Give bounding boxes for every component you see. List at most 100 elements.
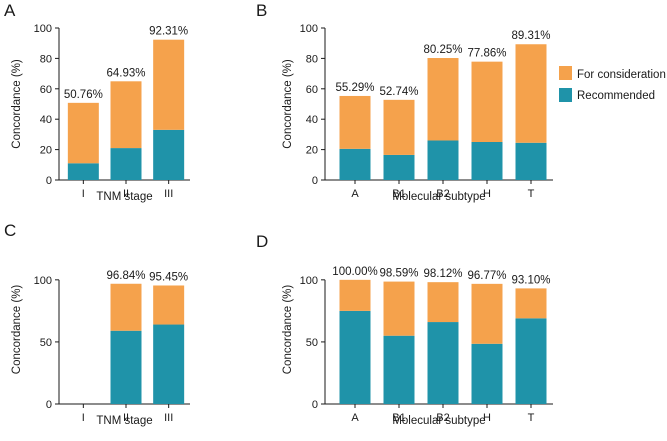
data-label-d: 93.10% <box>511 274 550 286</box>
x-tick-label-b: T <box>528 188 535 200</box>
chart-b: 0 20 40 60 80 100 A 55.29% B1 52.74% B2 80.25% H 77.8… <box>282 23 553 203</box>
bar-recommended-a <box>67 163 99 180</box>
x-tick-label-d: A <box>351 412 359 424</box>
legend-swatch-recommended <box>559 88 572 102</box>
bar-consideration-b <box>515 44 547 143</box>
y-tick-label-a: 60 <box>40 84 52 96</box>
bar-recommended-b <box>339 148 371 180</box>
bar-recommended-b <box>515 142 547 180</box>
bar-consideration-c <box>153 285 185 325</box>
bar-consideration-a <box>153 39 185 130</box>
y-tick-label-a: 20 <box>40 145 52 157</box>
panel-letter-c: C <box>4 221 16 240</box>
y-tick-label-a: 0 <box>46 175 52 187</box>
bar-recommended-d <box>383 335 415 404</box>
data-label-a: 50.76% <box>64 89 103 101</box>
y-axis-title-d: Concordance (%) <box>282 285 294 375</box>
y-tick-label-d: 100 <box>300 275 318 287</box>
chart-d: 0 50 100 A 100.00% B1 98.59% B2 98.12% H 96.77% T 93… <box>282 266 553 427</box>
bar-recommended-d <box>339 310 371 404</box>
y-axis-title-b: Concordance (%) <box>282 59 294 149</box>
bar-consideration-b <box>471 61 503 142</box>
bar-recommended-d <box>471 343 503 404</box>
bar-consideration-d <box>427 282 459 323</box>
y-axis-title-c: Concordance (%) <box>11 285 23 375</box>
data-label-c: 96.84% <box>106 270 145 282</box>
legend: For consideration Recommended <box>559 66 666 102</box>
bar-consideration-d <box>339 279 371 311</box>
legend-label-consideration: For consideration <box>577 69 666 81</box>
y-tick-label-d: 0 <box>312 399 318 411</box>
y-tick-label-b: 0 <box>312 175 318 187</box>
bar-consideration-d <box>471 283 503 344</box>
y-tick-label-b: 80 <box>306 53 318 65</box>
x-tick-label-b: B1 <box>392 188 405 200</box>
bar-recommended-d <box>515 318 547 404</box>
x-axis-title-a: TNM stage <box>96 191 152 203</box>
x-tick-label-b: H <box>483 188 491 200</box>
y-tick-label-b: 40 <box>306 114 318 126</box>
x-tick-label-d: H <box>483 412 491 424</box>
data-label-a: 64.93% <box>106 67 145 79</box>
panel-letter-d: D <box>256 232 268 251</box>
bar-consideration-b <box>339 95 371 149</box>
bar-recommended-b <box>383 154 415 180</box>
y-tick-label-a: 80 <box>40 53 52 65</box>
bar-consideration-c <box>110 283 142 331</box>
x-tick-label-c: I <box>82 412 85 424</box>
y-tick-label-b: 100 <box>300 23 318 35</box>
y-tick-label-d: 50 <box>306 337 318 349</box>
panel-letter-b: B <box>256 1 267 20</box>
y-tick-label-a: 40 <box>40 114 52 126</box>
panel-letter-a: A <box>4 1 16 20</box>
x-tick-label-d: T <box>528 412 535 424</box>
bar-consideration-d <box>383 281 415 336</box>
y-tick-label-a: 100 <box>34 23 52 35</box>
y-tick-label-b: 20 <box>306 145 318 157</box>
bar-recommended-b <box>427 140 459 180</box>
bar-recommended-c <box>110 330 142 404</box>
x-tick-label-c: III <box>164 412 173 424</box>
panel-a: A 0 20 40 60 80 100 I 50.76% II 64.93% III 92.31% TN… <box>4 1 190 203</box>
panel-b: B 0 20 40 60 80 100 A 55.29% B1 52.74% B2 80.25% H 77… <box>256 1 553 203</box>
x-tick-label-a: II <box>123 188 129 200</box>
bar-consideration-a <box>110 81 142 149</box>
x-axis-title-d: Molecular subtype <box>392 415 485 427</box>
data-label-d: 96.77% <box>467 270 506 282</box>
data-label-b: 77.86% <box>467 48 506 60</box>
data-label-b: 55.29% <box>335 82 374 94</box>
x-axis-title-b: Molecular subtype <box>392 191 485 203</box>
bar-recommended-a <box>110 148 142 180</box>
x-tick-label-a: III <box>164 188 173 200</box>
x-tick-label-d: B1 <box>392 412 405 424</box>
x-tick-label-b: A <box>351 188 359 200</box>
bar-consideration-b <box>427 58 459 141</box>
data-label-c: 95.45% <box>149 271 188 283</box>
bar-recommended-b <box>471 142 503 180</box>
bar-recommended-d <box>427 322 459 404</box>
y-tick-label-c: 50 <box>40 337 52 349</box>
x-tick-label-a: I <box>82 188 85 200</box>
legend-label-recommended: Recommended <box>577 90 655 102</box>
y-tick-label-c: 0 <box>46 399 52 411</box>
y-tick-label-b: 60 <box>306 84 318 96</box>
x-tick-label-c: II <box>123 412 129 424</box>
data-label-b: 52.74% <box>379 86 418 98</box>
chart-a: 0 20 40 60 80 100 I 50.76% II 64.93% III 92.31% TNM … <box>11 23 190 203</box>
y-axis-title-a: Concordance (%) <box>11 59 23 149</box>
bar-consideration-a <box>67 102 99 164</box>
y-tick-label-c: 100 <box>34 275 52 287</box>
x-tick-label-d: B2 <box>436 412 449 424</box>
x-tick-label-b: B2 <box>436 188 449 200</box>
bar-consideration-b <box>383 99 415 155</box>
data-label-a: 92.31% <box>149 26 188 38</box>
data-label-b: 80.25% <box>423 44 462 56</box>
panel-d: D 0 50 100 A 100.00% B1 98.59% B2 98.12% H 96.77% T… <box>256 232 553 427</box>
data-label-b: 89.31% <box>511 30 550 42</box>
legend-swatch-consideration <box>559 66 572 80</box>
data-label-d: 100.00% <box>332 266 377 278</box>
data-label-d: 98.12% <box>423 268 462 280</box>
